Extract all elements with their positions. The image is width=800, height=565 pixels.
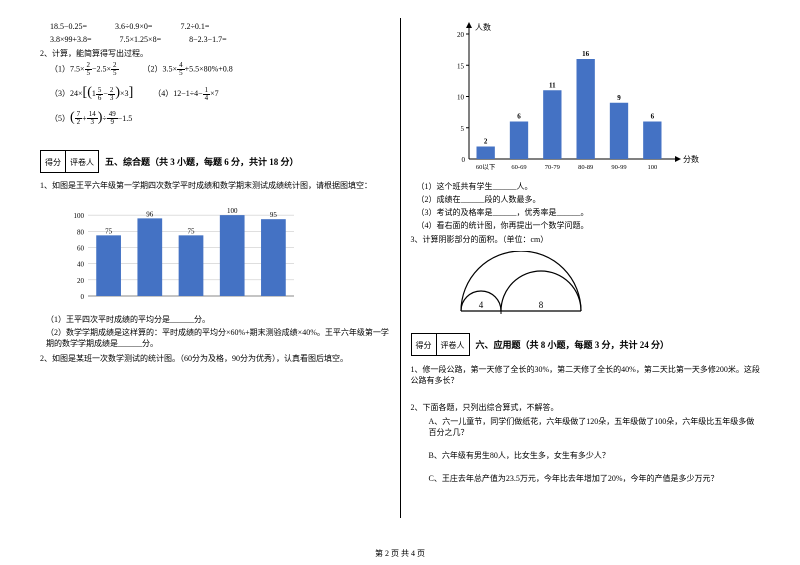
svg-text:20: 20 (457, 31, 465, 39)
svg-text:8: 8 (538, 300, 543, 310)
score-box-5: 得分 评卷人 (40, 150, 99, 173)
svg-text:80: 80 (77, 229, 85, 237)
r-sub4: （4）看右面的统计图，你再提出一个数学问题。 (411, 220, 761, 231)
r-sub1: （1）这个班共有学生______人。 (411, 181, 761, 192)
chart-1-wrap: 0 20 40 60 80 100 75 96 75 100 95 (60, 195, 390, 310)
q2-title: 2、计算，能简算得写出过程。 (40, 48, 390, 59)
left-column: 18.5−0.25= 3.6÷0.9×0= 7.2÷0.1= 3.8×99+3.… (30, 18, 400, 530)
svg-text:分数: 分数 (683, 154, 699, 164)
svg-text:60-69: 60-69 (511, 164, 526, 171)
chart-2-wrap: 人数分数 0 5 10 15 20 2 60以下 6 60-69 11 70-79 16 80-89 9 90… (439, 22, 761, 177)
arc-figure-wrap: 48 (451, 251, 761, 321)
arith-item: 7.5×1.25×8= (120, 35, 162, 44)
arith-item: 3.6÷0.9×0= (115, 22, 152, 31)
svg-text:60: 60 (77, 245, 85, 253)
r-sub3: （3）考试的及格率是______，优秀率是______。 (411, 207, 761, 218)
r-q3: 3、计算阴影部分的面积。（单位：cm） (411, 234, 761, 245)
svg-text:6: 6 (650, 113, 654, 121)
svg-text:70-79: 70-79 (544, 164, 559, 171)
arith-item: 18.5−0.25= (50, 22, 87, 31)
app-q2a: A、六一儿童节，同学们做纸花，六年级做了120朵，五年级做了100朵，六年级比五… (411, 416, 761, 438)
svg-text:0: 0 (81, 293, 85, 301)
svg-text:9: 9 (617, 94, 621, 102)
score-box-6: 得分 评卷人 (411, 333, 470, 356)
svg-text:95: 95 (270, 211, 278, 219)
svg-text:15: 15 (457, 62, 465, 70)
score-label: 得分 (41, 151, 66, 172)
grader-label: 评卷人 (437, 334, 469, 355)
app-q2: 2、下面各题，只列出综合算式，不解答。 (411, 402, 761, 413)
arith-item: 7.2÷0.1= (180, 22, 209, 31)
app-q2c: C、王庄去年总产值为23.5万元，今年比去年增加了20%，今年的产值是多少万元？ (411, 473, 761, 484)
svg-text:90-99: 90-99 (611, 164, 626, 171)
svg-text:16: 16 (582, 50, 590, 58)
arith-row-2: 3.8×99+3.8= 7.5×1.25×8= 8−2.3−1.7= (40, 35, 390, 44)
comp-q1: 1、如图是王平六年级第一学期四次数学平时成绩和数学期末测试成绩统计图，请根据图填… (40, 180, 390, 191)
svg-text:6: 6 (517, 113, 521, 121)
comp-q1-sub1: （1）王平四次平时成绩的平均分是______分。 (40, 314, 390, 325)
svg-text:10: 10 (457, 94, 465, 102)
page-footer: 第 2 页 共 4 页 (0, 548, 800, 559)
arith-item: 8−2.3−1.7= (189, 35, 227, 44)
svg-text:5: 5 (460, 125, 464, 133)
svg-text:11: 11 (549, 81, 556, 89)
arith-item: 3.8×99+3.8= (50, 35, 92, 44)
svg-text:20: 20 (77, 277, 85, 285)
svg-text:80-89: 80-89 (578, 164, 593, 171)
section-6-title: 六、应用题（共 8 小题，每题 3 分，共计 24 分） (476, 340, 670, 350)
expr-5: （5）(72+143)÷499−1.5 (40, 110, 390, 127)
expr-1: （1）7.5×25−2.5×25 （2）3.5×45+5.5×80%+0.8 (40, 62, 390, 77)
chart-1: 0 20 40 60 80 100 75 96 75 100 95 (60, 195, 300, 310)
svg-text:人数: 人数 (475, 22, 491, 32)
chart-2: 人数分数 0 5 10 15 20 2 60以下 6 60-69 11 70-79 16 80-89 9 90… (439, 22, 699, 177)
svg-text:75: 75 (105, 228, 113, 236)
grader-label: 评卷人 (66, 151, 98, 172)
svg-text:4: 4 (478, 300, 483, 310)
app-q1: 1、修一段公路，第一天修了全长的30%，第二天修了全长的40%，第二天比第一天多… (411, 364, 761, 386)
svg-text:100: 100 (647, 164, 657, 171)
arc-figure: 48 (451, 251, 631, 321)
svg-text:0: 0 (461, 156, 465, 164)
svg-text:100: 100 (74, 212, 85, 220)
svg-text:75: 75 (188, 228, 196, 236)
comp-q2: 2、如图是某班一次数学测试的统计图。（60分为及格，90分为优秀），认真看图后填… (40, 353, 390, 364)
section-5-title: 五、综合题（共 3 小题，每题 6 分，共计 18 分） (105, 157, 299, 167)
svg-text:96: 96 (146, 211, 154, 219)
comp-q1-sub2: （2）数学学期成绩是这样算的：平时成绩的平均分×60%+期末测验成绩×40%。王… (40, 327, 390, 349)
score-label: 得分 (412, 334, 437, 355)
svg-text:2: 2 (483, 138, 487, 146)
r-sub2: （2）成绩在______段的人数最多。 (411, 194, 761, 205)
right-column: 人数分数 0 5 10 15 20 2 60以下 6 60-69 11 70-79 16 80-89 9 90… (401, 18, 771, 530)
svg-text:100: 100 (227, 207, 238, 215)
arith-row-1: 18.5−0.25= 3.6÷0.9×0= 7.2÷0.1= (40, 22, 390, 31)
app-q2b: B、六年级有男生80人，比女生多，女生有多少人？ (411, 450, 761, 461)
svg-text:60以下: 60以下 (475, 163, 495, 171)
svg-text:40: 40 (77, 261, 85, 269)
expr-3: （3）24×[(156−23)×3] （4）12−1÷4−14×7 (40, 85, 390, 102)
